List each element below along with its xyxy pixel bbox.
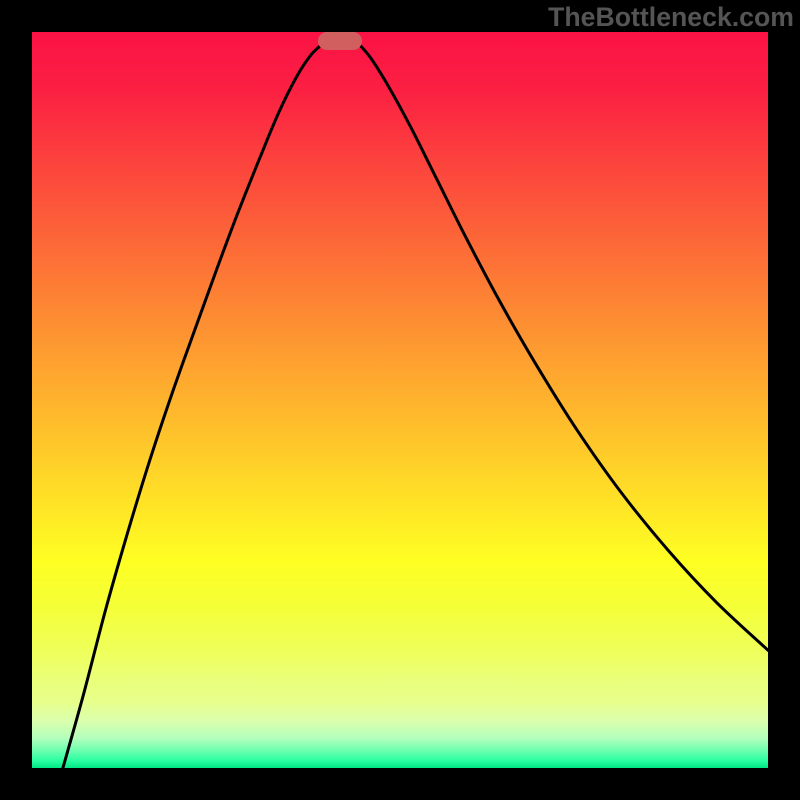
chart-frame: TheBottleneck.com [0,0,800,800]
watermark-text: TheBottleneck.com [548,2,794,33]
optimal-range-marker [318,32,362,50]
bottleneck-curve [32,32,768,768]
plot-area [32,32,768,768]
